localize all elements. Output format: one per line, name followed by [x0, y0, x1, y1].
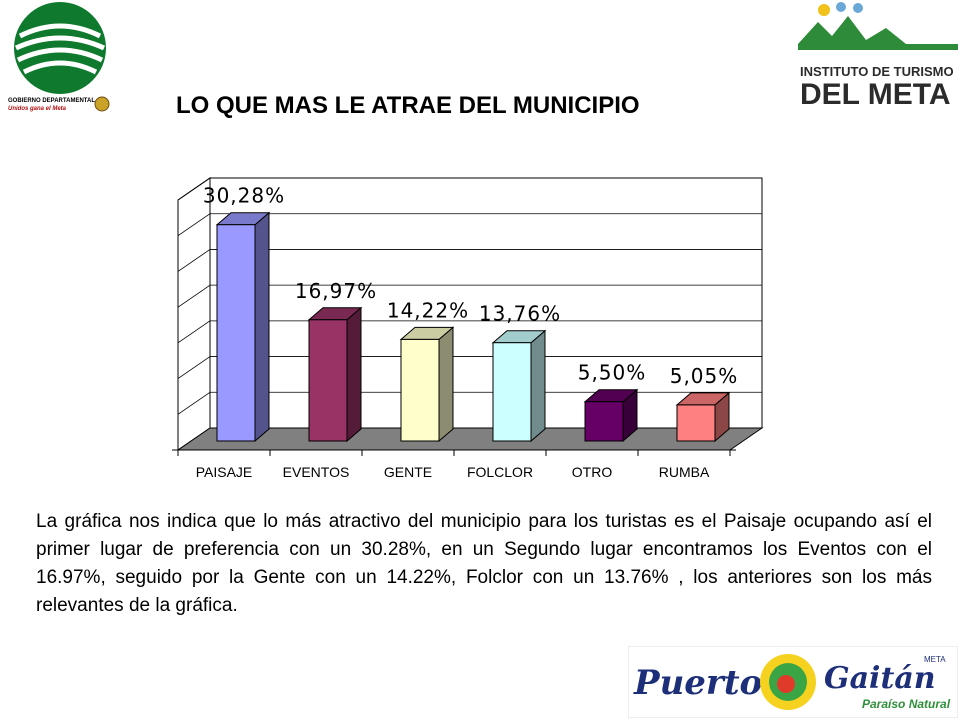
- x-tick-label: EVENTOS: [283, 464, 350, 480]
- bar-side: [346, 306, 362, 443]
- data-label: 14,22%: [387, 298, 469, 322]
- data-label: 5,50%: [578, 361, 647, 385]
- sun-icon: [818, 4, 830, 16]
- bar-paisaje: [216, 224, 256, 442]
- bar-side: [530, 329, 546, 443]
- gridline-side: [177, 284, 211, 308]
- mountains-icon: [798, 16, 906, 44]
- chart-description: La gráfica nos indica que lo más atracti…: [36, 511, 932, 616]
- bar-otro: [584, 401, 624, 442]
- data-label: 13,76%: [479, 302, 561, 326]
- instituto-label: INSTITUTO DE TURISMO: [800, 64, 954, 79]
- bar-side: [254, 211, 270, 443]
- bar-folclor: [492, 342, 532, 442]
- x-tick-label: OTRO: [572, 464, 613, 480]
- chart-back-wall: [209, 177, 763, 429]
- gridline-side: [177, 249, 211, 272]
- gobierno-slogan: Unidos gana el Meta: [8, 106, 67, 112]
- bar-eventos: [308, 319, 348, 442]
- instituto-turismo-logo: INSTITUTO DE TURISMO DEL META: [798, 2, 958, 111]
- data-label: 30,28%: [203, 184, 285, 208]
- del-meta-label: DEL META: [800, 78, 951, 111]
- gridline-side: [177, 213, 211, 237]
- gobierno-label: GOBIERNO DEPARTAMENTAL: [8, 98, 95, 104]
- bar-chart: 30,28% 16,97% 14,22% 13,76% 5,50% 5,05% PAISAJ…: [172, 177, 764, 480]
- coat-of-arms-icon: [94, 96, 110, 112]
- gobierno-departamental-logo: GOBIERNO DEPARTAMENTAL Unidos gana el Me…: [8, 2, 110, 112]
- bar-side: [438, 326, 454, 443]
- bar-rumba: [676, 404, 716, 442]
- gridline-side: [177, 391, 211, 415]
- gridline-side: [177, 177, 211, 201]
- puerto-word: Puerto: [633, 663, 762, 703]
- page-title: LO QUE MAS LE ATRAE DEL MUNICIPIO: [176, 92, 640, 119]
- gaitan-word: Gaitán: [824, 661, 936, 696]
- meta-small-label: META: [924, 655, 946, 664]
- gridline-side: [177, 320, 211, 344]
- data-label: 16,97%: [295, 279, 377, 303]
- x-tick-label: GENTE: [384, 464, 432, 480]
- puerto-gaitan-logo: Puerto Gaitán META Paraíso Natural: [628, 646, 958, 718]
- gridline-side: [177, 356, 211, 379]
- x-tick-label: RUMBA: [659, 464, 710, 480]
- parrot-icon: [777, 675, 795, 693]
- x-tick-label: PAISAJE: [196, 464, 253, 480]
- chart-side-wall: [177, 177, 211, 451]
- paraiso-natural-tag: Paraíso Natural: [862, 697, 951, 711]
- bar-gente: [400, 338, 440, 442]
- x-tick-label: FOLCLOR: [467, 464, 533, 480]
- data-label: 5,05%: [670, 364, 739, 388]
